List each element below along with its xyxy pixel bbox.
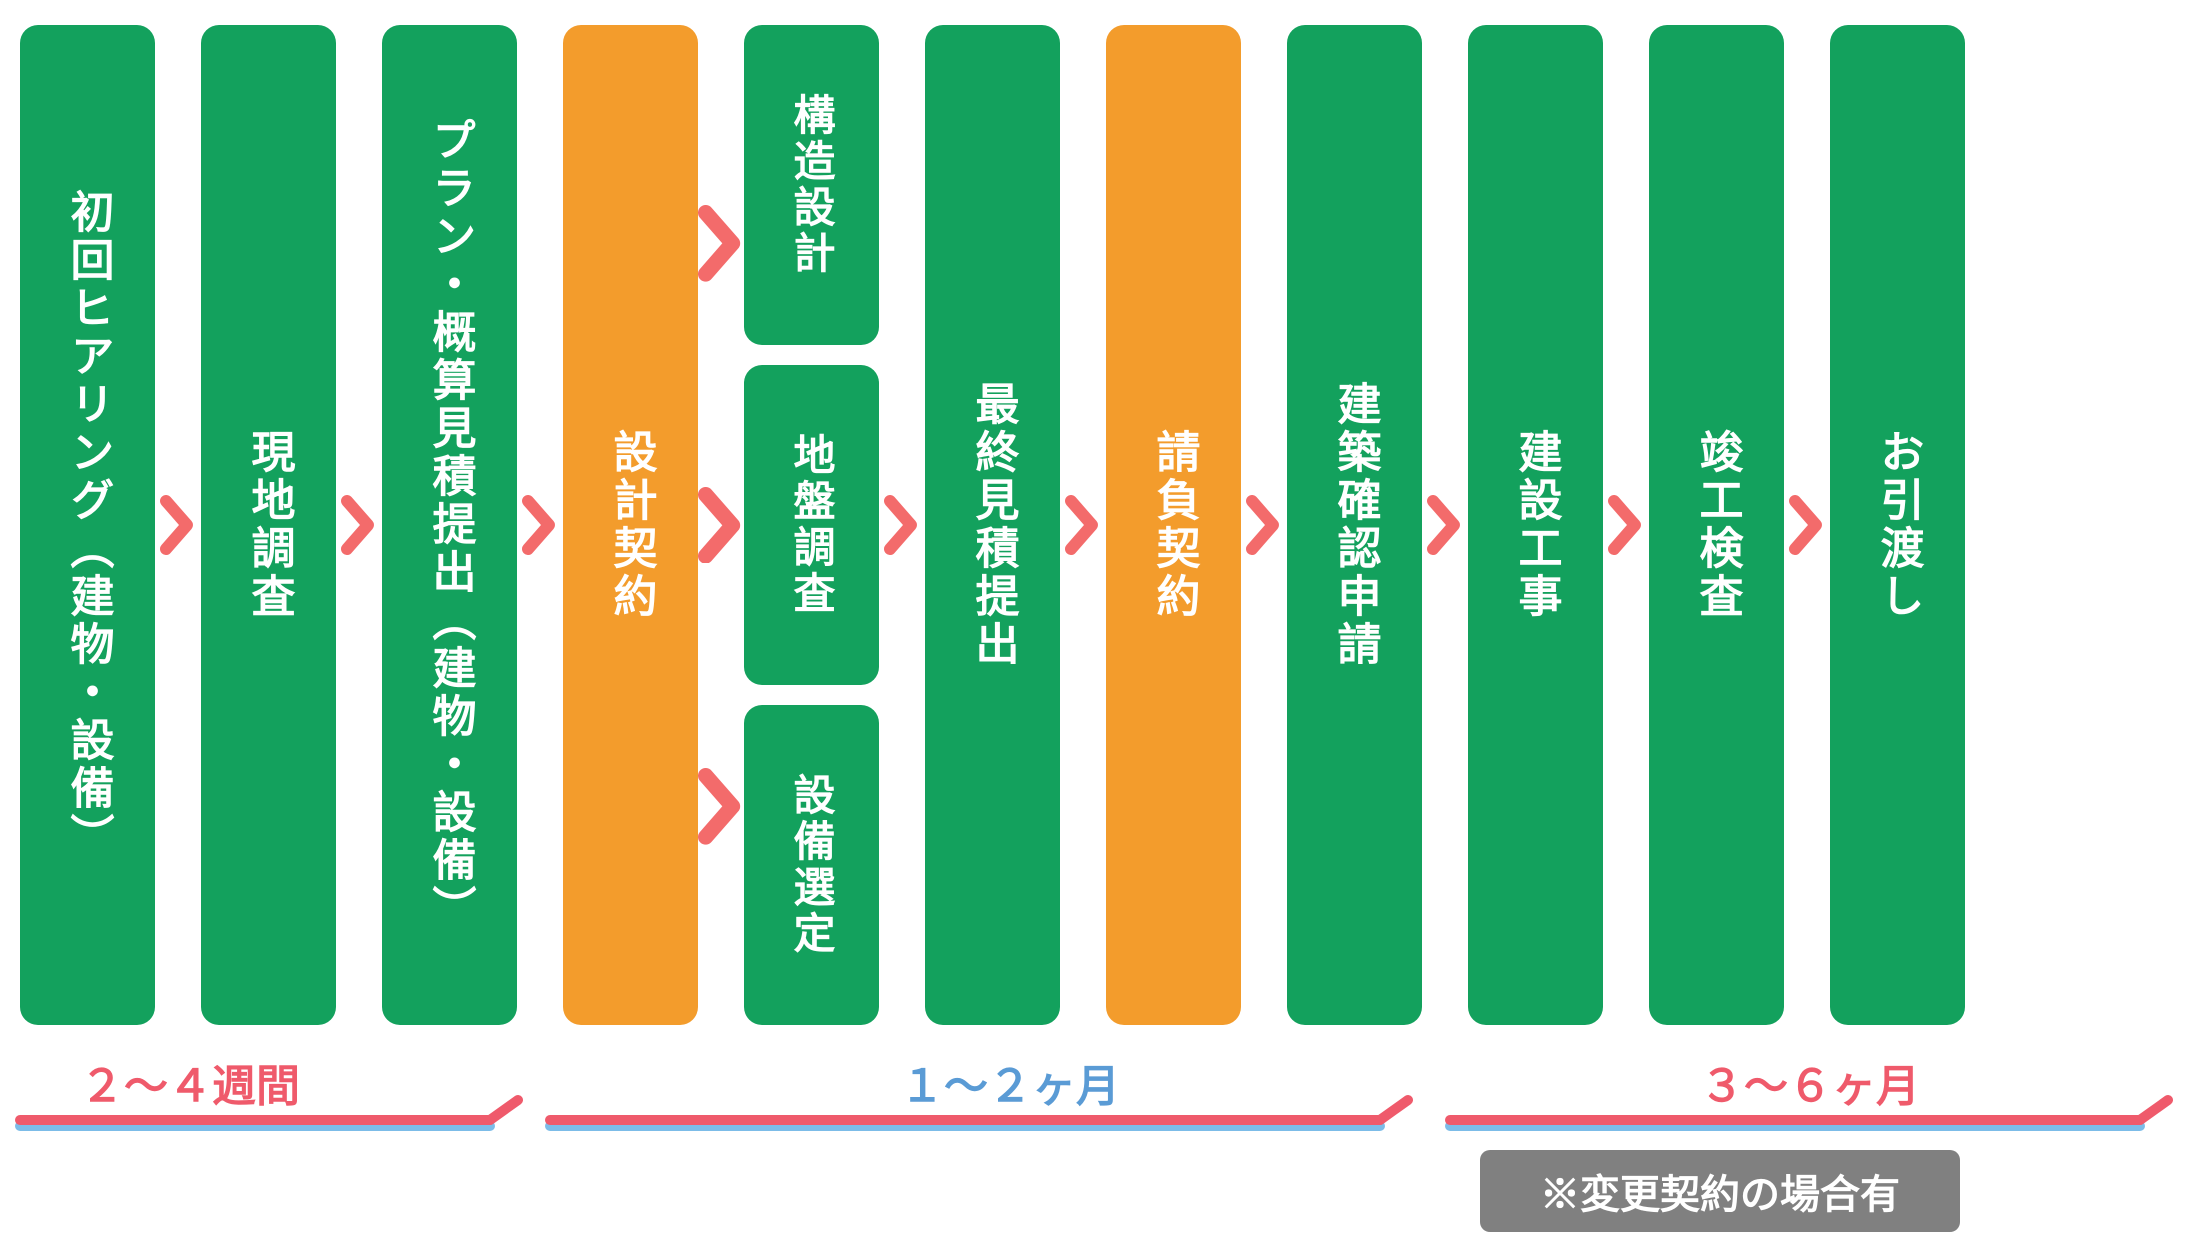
step-11: お引渡し (1830, 25, 1965, 1025)
timeline-line-icon (550, 1108, 1420, 1148)
timeline-label: ２〜４週間 (80, 1050, 300, 1114)
step-label: 設計契約 (599, 429, 663, 621)
step-label: 竣工検査 (1685, 429, 1749, 621)
step-label: 構造設計 (781, 93, 842, 277)
step-5a: 構造設計 (744, 25, 879, 345)
step-label: 設備選定 (781, 773, 842, 957)
step-label: プラン・概算見積提出（建物・設備） (418, 117, 482, 933)
chevron-icon (879, 20, 925, 1030)
chevron-icon (1422, 20, 1468, 1030)
chevron-icon (698, 668, 744, 945)
step-2: 現地調査 (201, 25, 336, 1025)
step-label: お引渡し (1866, 429, 1930, 621)
tl-1: ２〜４週間 (20, 1050, 530, 1130)
chevron-icon (155, 20, 201, 1030)
tl-2: １〜２ヶ月 (550, 1050, 1420, 1130)
arrow-split-in (698, 25, 744, 1025)
timeline-line-icon (1450, 1108, 2180, 1148)
chevron-icon (517, 20, 563, 1030)
chevron-icon (698, 386, 744, 663)
step-8: 建築確認申請 (1287, 25, 1422, 1025)
step-label: 建設工事 (1504, 429, 1568, 621)
step-label: 請負契約 (1142, 429, 1206, 621)
step-7: 請負契約 (1106, 25, 1241, 1025)
step-1: 初回ヒアリング（建物・設備） (20, 25, 155, 1025)
step-label: 最終見積提出 (961, 381, 1025, 669)
chevron-icon (698, 105, 744, 382)
chevron-icon (1241, 20, 1287, 1030)
timeline-line-icon (20, 1108, 530, 1148)
step-10: 竣工検査 (1649, 25, 1784, 1025)
step-4: 設計契約 (563, 25, 698, 1025)
step-5c: 設備選定 (744, 705, 879, 1025)
chevron-icon (1784, 20, 1830, 1030)
step-label: 地盤調査 (781, 433, 842, 617)
step-label: 初回ヒアリング（建物・設備） (56, 189, 120, 861)
tl-3: ３〜６ヶ月 (1450, 1050, 2180, 1130)
note-text: ※変更契約の場合有 (1540, 1162, 1900, 1220)
process-flow: 初回ヒアリング（建物・設備） 現地調査 プラン・概算見積提出（建物・設備） 設計契約 構… (20, 20, 2180, 1030)
note-box: ※変更契約の場合有 (1480, 1150, 1960, 1232)
chevron-icon (1603, 20, 1649, 1030)
step-split-group: 構造設計地盤調査設備選定 (744, 25, 879, 1025)
step-label: 現地調査 (237, 429, 301, 621)
step-6: 最終見積提出 (925, 25, 1060, 1025)
step-label: 建築確認申請 (1323, 381, 1387, 669)
timeline-label: ３〜６ヶ月 (1700, 1050, 1920, 1114)
timeline-label: １〜２ヶ月 (900, 1050, 1120, 1114)
chevron-icon (336, 20, 382, 1030)
chevron-icon (1060, 20, 1106, 1030)
step-5b: 地盤調査 (744, 365, 879, 685)
step-3: プラン・概算見積提出（建物・設備） (382, 25, 517, 1025)
step-9: 建設工事 (1468, 25, 1603, 1025)
